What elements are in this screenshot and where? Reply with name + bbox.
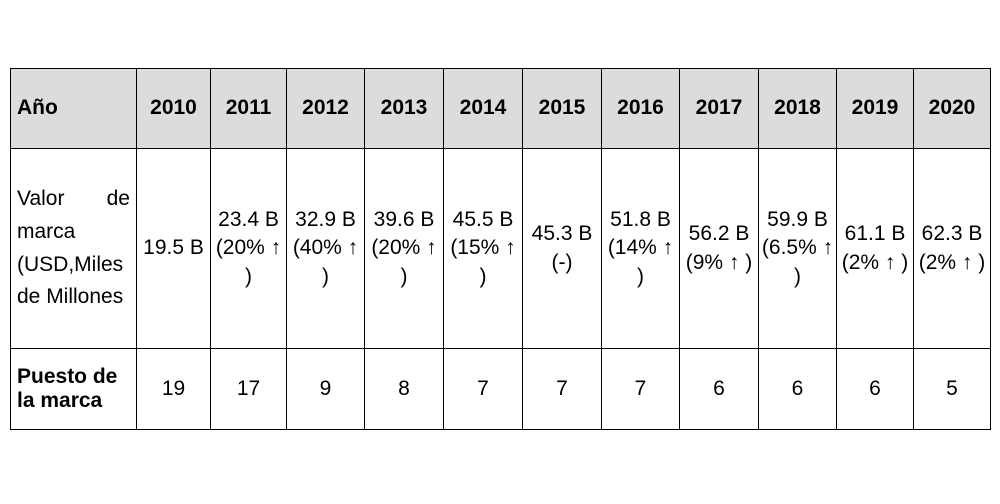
brand-rank-cell: 6 [679, 348, 759, 430]
brand-rank-cell: 5 [913, 348, 991, 430]
brand-value-row: Valor de marca (USD,Miles de Millones 19… [10, 148, 991, 349]
brand-value-text: 32.9 B (40% ↑ ) [292, 207, 359, 288]
brand-value-cell: 61.1 B (2% ↑ ) [836, 148, 914, 349]
brand-value-text: 56.2 B (9% ↑ ) [685, 222, 753, 274]
year-header: 2018 [758, 68, 837, 149]
brand-rank-label: Puesto de la marca [10, 348, 137, 430]
brand-value-text: 19.5 B [143, 236, 204, 260]
year-header: 2019 [836, 68, 914, 149]
brand-value-cell: 19.5 B [136, 148, 211, 349]
year-header: 2013 [364, 68, 444, 149]
brand-value-table-container: Año 2010 2011 2012 2013 2014 2015 2016 2… [10, 68, 991, 430]
year-header: 2014 [443, 68, 523, 149]
brand-rank-cell: 6 [836, 348, 914, 430]
brand-rank-cell: 9 [286, 348, 365, 430]
year-header: 2011 [210, 68, 287, 149]
year-header: 2010 [136, 68, 211, 149]
year-header: 2016 [601, 68, 680, 149]
brand-rank-cell: 7 [601, 348, 680, 430]
brand-value-cell: 23.4 B (20% ↑ ) [210, 148, 287, 349]
brand-value-cell: 51.8 B (14% ↑ ) [601, 148, 680, 349]
year-header: 2015 [522, 68, 602, 149]
brand-rank-cell: 6 [758, 348, 837, 430]
brand-rank-cell: 8 [364, 348, 444, 430]
brand-value-label: Valor de marca (USD,Miles de Millones [10, 148, 137, 349]
brand-rank-cell: 7 [522, 348, 602, 430]
brand-value-text: 62.3 B (2% ↑ ) [918, 222, 986, 274]
brand-value-cell: 45.3 B (-) [522, 148, 602, 349]
brand-value-cell: 62.3 B (2% ↑ ) [913, 148, 991, 349]
header-row: Año 2010 2011 2012 2013 2014 2015 2016 2… [10, 68, 991, 149]
brand-rank-cell: 17 [210, 348, 287, 430]
header-label: Año [10, 68, 137, 149]
brand-value-text: 51.8 B (14% ↑ ) [607, 207, 674, 288]
brand-rank-cell: 19 [136, 348, 211, 430]
brand-value-text: 59.9 B (6.5% ↑ ) [761, 207, 834, 288]
brand-value-text: 45.5 B (15% ↑ ) [450, 207, 516, 288]
year-header: 2012 [286, 68, 365, 149]
year-header: 2017 [679, 68, 759, 149]
brand-value-cell: 56.2 B (9% ↑ ) [679, 148, 759, 349]
brand-value-text: 23.4 B (20% ↑ ) [215, 207, 282, 288]
brand-value-text: 61.1 B (2% ↑ ) [841, 222, 909, 274]
brand-value-text: 39.6 B (20% ↑ ) [371, 207, 437, 288]
brand-rank-cell: 7 [443, 348, 523, 430]
brand-rank-row: Puesto de la marca 19 17 9 8 7 7 7 6 6 6… [10, 348, 991, 430]
brand-value-cell: 32.9 B (40% ↑ ) [286, 148, 365, 349]
year-header: 2020 [913, 68, 991, 149]
brand-value-cell: 39.6 B (20% ↑ ) [364, 148, 444, 349]
brand-value-text: 45.3 B (-) [531, 222, 593, 274]
brand-value-cell: 45.5 B (15% ↑ ) [443, 148, 523, 349]
brand-value-table: Año 2010 2011 2012 2013 2014 2015 2016 2… [10, 68, 991, 430]
brand-value-cell: 59.9 B (6.5% ↑ ) [758, 148, 837, 349]
